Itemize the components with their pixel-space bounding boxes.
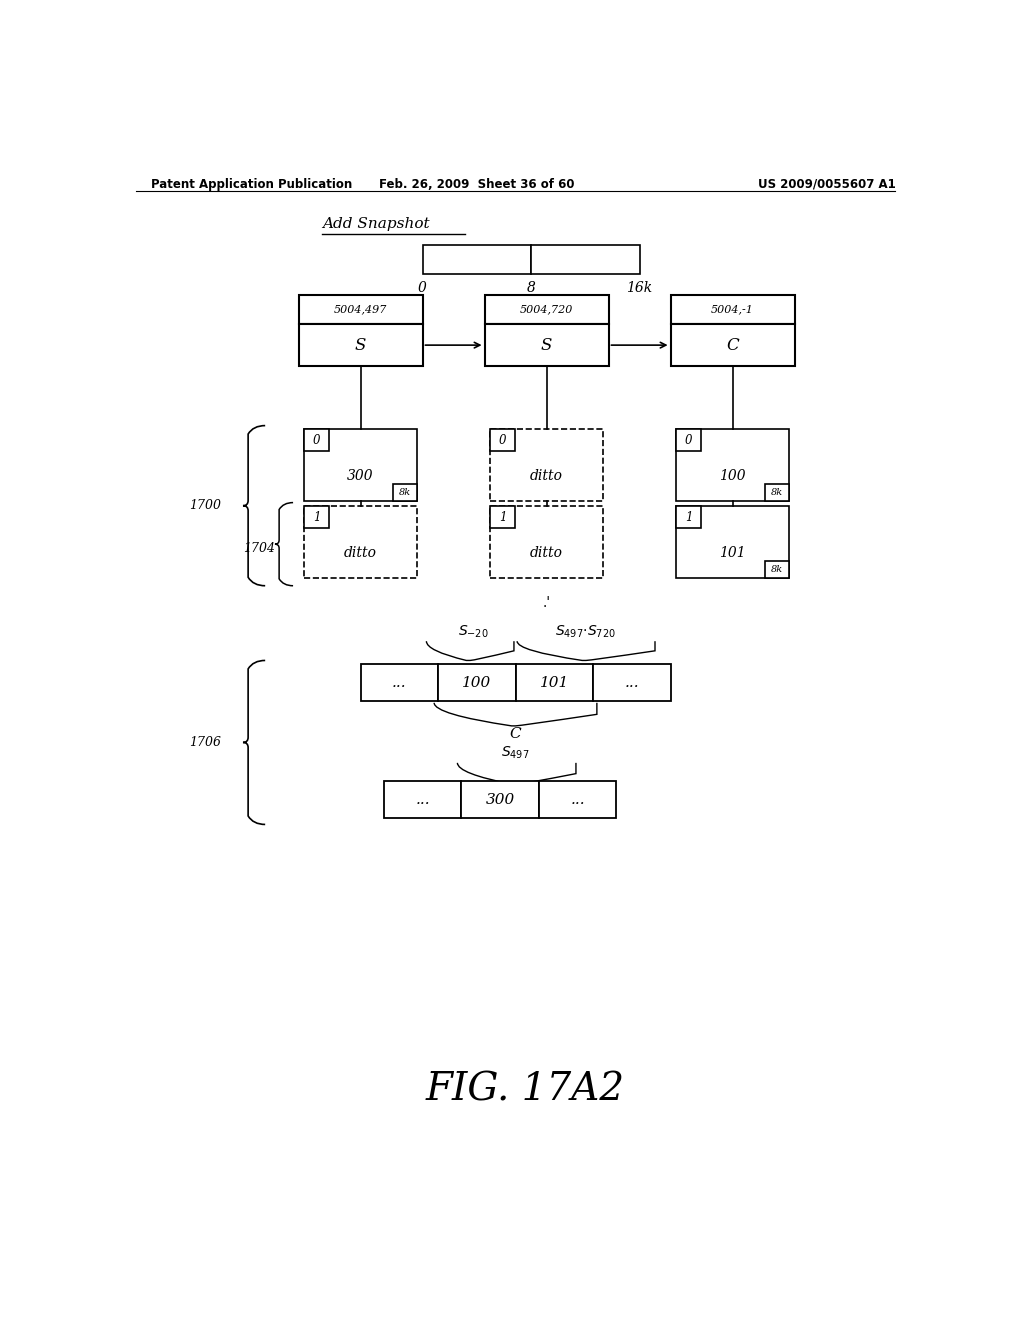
Text: $S_{497}{\cdot}S_{720}$: $S_{497}{\cdot}S_{720}$ <box>555 624 615 640</box>
Text: 1: 1 <box>685 511 692 524</box>
Text: ditto: ditto <box>344 546 377 560</box>
Text: S: S <box>354 337 367 354</box>
Bar <box>676 507 701 528</box>
Text: 0: 0 <box>418 281 427 294</box>
Bar <box>765 484 788 502</box>
Text: ...: ... <box>625 676 639 690</box>
Text: 101: 101 <box>540 676 569 690</box>
Text: 0: 0 <box>313 434 321 446</box>
Text: 5004,-1: 5004,-1 <box>711 305 754 314</box>
Text: 1: 1 <box>313 511 321 524</box>
Text: 0: 0 <box>499 434 507 446</box>
Text: 8k: 8k <box>771 565 783 574</box>
Text: Patent Application Publication: Patent Application Publication <box>152 178 352 190</box>
Text: 1704: 1704 <box>244 541 275 554</box>
Text: 1706: 1706 <box>189 737 221 748</box>
Text: Add Snapshot: Add Snapshot <box>322 216 429 231</box>
Text: ditto: ditto <box>530 546 563 560</box>
Text: ditto: ditto <box>530 469 563 483</box>
Bar <box>393 484 417 502</box>
Bar <box>531 244 640 275</box>
Bar <box>676 507 788 578</box>
Bar <box>539 781 616 818</box>
Bar <box>438 664 515 701</box>
Bar <box>671 323 795 367</box>
Bar <box>461 781 539 818</box>
Bar <box>304 507 329 528</box>
Bar <box>671 294 795 323</box>
Bar <box>490 429 603 502</box>
Text: 100: 100 <box>719 469 745 483</box>
Text: US 2009/0055607 A1: US 2009/0055607 A1 <box>758 178 895 190</box>
Bar <box>676 429 788 502</box>
Text: 1700: 1700 <box>189 499 221 512</box>
Bar <box>515 664 593 701</box>
Bar <box>423 244 531 275</box>
Bar <box>490 507 603 578</box>
Text: $S_{497}$: $S_{497}$ <box>501 744 529 762</box>
Bar <box>299 323 423 367</box>
Text: ...: ... <box>392 676 407 690</box>
Text: 300: 300 <box>347 469 374 483</box>
Text: 5004,497: 5004,497 <box>334 305 387 314</box>
Bar <box>484 323 608 367</box>
Text: $S_{-20}$: $S_{-20}$ <box>458 624 488 640</box>
Text: Feb. 26, 2009  Sheet 36 of 60: Feb. 26, 2009 Sheet 36 of 60 <box>379 178 574 190</box>
Bar <box>490 507 515 528</box>
Text: C: C <box>726 337 739 354</box>
Bar <box>384 781 461 818</box>
Bar <box>765 561 788 578</box>
Text: FIG. 17A2: FIG. 17A2 <box>425 1072 625 1109</box>
Bar <box>299 294 423 323</box>
Text: 0: 0 <box>685 434 692 446</box>
Text: C: C <box>510 726 521 741</box>
Text: 300: 300 <box>485 793 515 807</box>
Bar <box>360 664 438 701</box>
Bar <box>304 507 417 578</box>
Text: 1: 1 <box>499 511 507 524</box>
Bar <box>490 429 515 451</box>
Bar <box>593 664 671 701</box>
Text: 8k: 8k <box>399 488 411 498</box>
Text: ...: ... <box>415 793 430 807</box>
Text: 8: 8 <box>526 281 536 294</box>
Text: ...: ... <box>570 793 585 807</box>
Bar <box>304 429 417 502</box>
Bar <box>676 429 701 451</box>
Bar <box>484 294 608 323</box>
Text: 101: 101 <box>719 546 745 560</box>
Text: 16k: 16k <box>627 281 652 294</box>
Text: 100: 100 <box>462 676 492 690</box>
Text: S: S <box>541 337 552 354</box>
Text: .': .' <box>543 597 551 610</box>
Text: 5004,720: 5004,720 <box>520 305 573 314</box>
Bar <box>304 429 329 451</box>
Text: 8k: 8k <box>771 488 783 498</box>
